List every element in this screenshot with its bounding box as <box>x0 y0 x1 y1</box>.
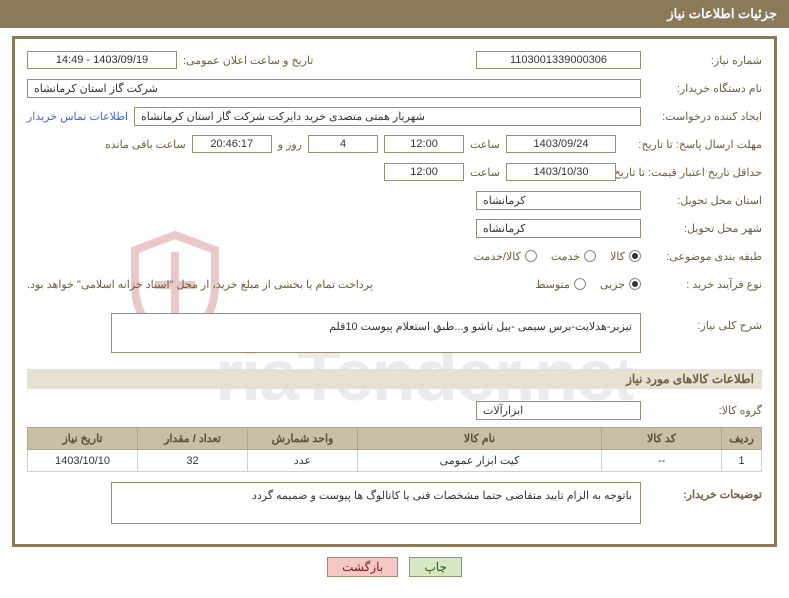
days-remain-field: 4 <box>308 135 378 153</box>
pt-medium-label: متوسط <box>535 278 570 291</box>
pt-partial-label: جزیی <box>600 278 625 291</box>
radio-dot-icon <box>629 278 641 290</box>
radio-partial[interactable]: جزیی <box>600 278 641 291</box>
radio-service[interactable]: خدمت <box>551 250 596 263</box>
buyer-notes-field: باتوجه به الزام تایید متقاضی حتما مشخصات… <box>111 482 641 524</box>
hours-remain-label: ساعت باقی مانده <box>105 138 186 151</box>
th-unit: واحد شمارش <box>248 428 358 450</box>
goods-section-title: اطلاعات کالاهای مورد نیاز <box>27 369 762 389</box>
radio-medium[interactable]: متوسط <box>535 278 586 291</box>
hours-remain-field: 20:46:17 <box>192 135 272 153</box>
desc-label: شرح کلی نیاز: <box>647 313 762 332</box>
reply-deadline-label: مهلت ارسال پاسخ: تا تاریخ: <box>622 138 762 151</box>
desc-field: تیزبر-هدلایت-برس سیمی -بیل تاشو و...طبق … <box>111 313 641 353</box>
days-remain-label: روز و <box>278 138 302 151</box>
goods-group-field: ابزارآلات <box>476 401 641 420</box>
category-radio-group: کالا خدمت کالا/خدمت <box>474 250 641 263</box>
requester-label: ایجاد کننده درخواست: <box>647 110 762 123</box>
purchase-type-label: نوع فرآیند خرید : <box>647 278 762 291</box>
td-date: 1403/10/10 <box>28 450 138 472</box>
back-button[interactable]: بازگشت <box>327 557 398 577</box>
radio-dot-icon <box>525 250 537 262</box>
td-qty: 32 <box>138 450 248 472</box>
radio-dot-icon <box>629 250 641 262</box>
need-no-field: 1103001339000306 <box>476 51 641 69</box>
category-label: طبقه بندی موضوعی: <box>647 250 762 263</box>
th-name: نام کالا <box>358 428 602 450</box>
td-row: 1 <box>722 450 762 472</box>
announce-label: تاریخ و ساعت اعلان عمومی: <box>183 54 313 67</box>
time-label-2: ساعت <box>470 166 500 179</box>
td-unit: عدد <box>248 450 358 472</box>
cat-service-label: خدمت <box>551 250 580 263</box>
delivery-province-field: کرمانشاه <box>476 191 641 210</box>
buyer-org-field: شرکت گاز استان کرمانشاه <box>27 79 641 98</box>
page-header: جزئیات اطلاعات نیاز <box>0 0 789 28</box>
radio-dot-icon <box>584 250 596 262</box>
goods-group-label: گروه کالا: <box>647 404 762 417</box>
time-label-1: ساعت <box>470 138 500 151</box>
td-code: -- <box>602 450 722 472</box>
th-row: ردیف <box>722 428 762 450</box>
th-code: کد کالا <box>602 428 722 450</box>
page-title: جزئیات اطلاعات نیاز <box>667 6 777 21</box>
footer-buttons: چاپ بازگشت <box>0 557 789 577</box>
radio-dot-icon <box>574 278 586 290</box>
cat-goods-label: کالا <box>610 250 625 263</box>
th-date: تاریخ نیاز <box>28 428 138 450</box>
need-no-label: شماره نیاز: <box>647 54 762 67</box>
goods-table: ردیف کد کالا نام کالا واحد شمارش تعداد /… <box>27 427 762 472</box>
payment-note: پرداخت تمام یا بخشی از مبلغ خرید، از محل… <box>27 278 373 291</box>
price-valid-date-field: 1403/10/30 <box>506 163 616 181</box>
contact-link[interactable]: اطلاعات تماس خریدار <box>27 110 128 123</box>
delivery-city-field: کرمانشاه <box>476 219 641 238</box>
th-qty: تعداد / مقدار <box>138 428 248 450</box>
reply-date-field: 1403/09/24 <box>506 135 616 153</box>
main-frame: شماره نیاز: 1103001339000306 تاریخ و ساع… <box>12 36 777 547</box>
price-valid-label: حداقل تاریخ اعتبار قیمت: تا تاریخ: <box>622 166 762 179</box>
cat-both-label: کالا/خدمت <box>474 250 521 263</box>
buyer-notes-label: توضیحات خریدار: <box>647 482 762 501</box>
radio-both[interactable]: کالا/خدمت <box>474 250 537 263</box>
print-button[interactable]: چاپ <box>409 557 461 577</box>
announce-field: 1403/09/19 - 14:49 <box>27 51 177 69</box>
price-valid-time-field: 12:00 <box>384 163 464 181</box>
requester-field: شهریار همتی متصدی خرید دایرکت شرکت گاز ا… <box>134 107 641 126</box>
reply-time-field: 12:00 <box>384 135 464 153</box>
delivery-city-label: شهر محل تحویل: <box>647 222 762 235</box>
table-row: 1 -- کیت ابزار عمومی عدد 32 1403/10/10 <box>28 450 762 472</box>
radio-goods[interactable]: کالا <box>610 250 641 263</box>
td-name: کیت ابزار عمومی <box>358 450 602 472</box>
purchase-type-radio-group: جزیی متوسط <box>535 278 641 291</box>
delivery-province-label: استان محل تحویل: <box>647 194 762 207</box>
buyer-org-label: نام دستگاه خریدار: <box>647 82 762 95</box>
